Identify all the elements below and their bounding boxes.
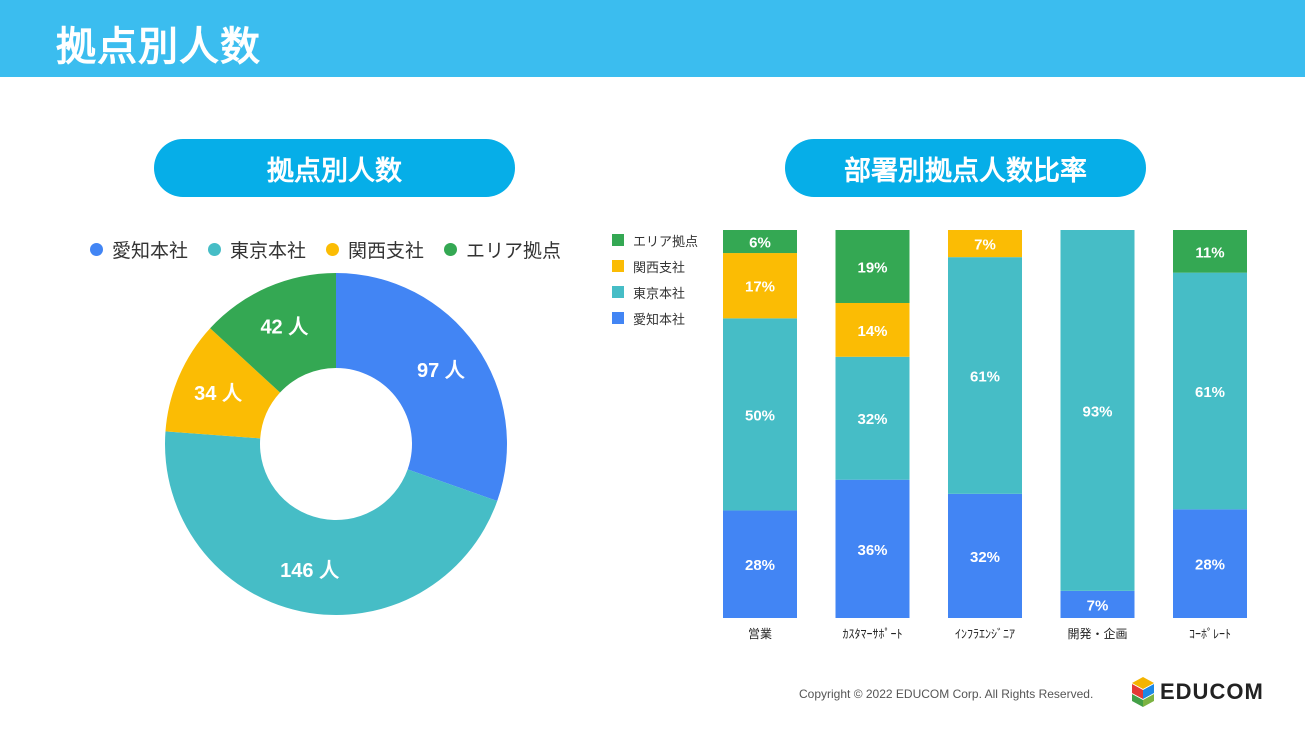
bar-legend-item: 東京本社: [612, 279, 698, 305]
bar-segment: [1173, 509, 1247, 618]
bar-segment: [1060, 230, 1135, 591]
donut-legend-item: 東京本社: [208, 236, 306, 263]
donut-legend: 愛知本社 東京本社 関西支社 エリア拠点: [90, 236, 581, 263]
copyright-text: Copyright © 2022 EDUCOM Corp. All Rights…: [799, 687, 1094, 701]
right-panel-title: 部署別拠点人数比率: [785, 139, 1146, 197]
bar-legend: エリア拠点関西支社東京本社愛知本社: [612, 227, 698, 331]
header-bar: 拠点別人数: [0, 0, 1305, 77]
legend-dot: [208, 243, 222, 256]
donut-chart: 97 人 146 人 34 人 42 人: [165, 273, 507, 615]
donut-legend-item: 愛知本社: [90, 236, 188, 263]
bar-data-label: 93%: [1082, 403, 1112, 420]
legend-dot: [326, 243, 340, 256]
bar-data-label: 7%: [1087, 597, 1109, 614]
bar-segment: [835, 479, 910, 618]
x-tick-label: ｺｰﾎﾟﾚｰﾄ: [1189, 627, 1231, 641]
legend-dot: [90, 243, 103, 256]
bar-segment: [1173, 272, 1247, 510]
bar-segment: [723, 510, 797, 618]
legend-swatch: [612, 260, 624, 272]
bar-segment: [948, 257, 1022, 494]
donut-legend-item: エリア拠点: [444, 236, 561, 263]
x-tick-label: 営業: [748, 627, 772, 641]
bar-segment: [723, 230, 797, 254]
legend-swatch: [612, 234, 624, 246]
legend-label: 東京本社: [633, 286, 686, 302]
donut-slice: [336, 273, 507, 501]
bar-segment: [835, 302, 910, 357]
legend-swatch: [612, 312, 624, 324]
x-tick-label: ｲﾝﾌﾗｴﾝｼﾞﾆｱ: [955, 627, 1015, 641]
donut-slice: [165, 431, 498, 615]
legend-swatch: [612, 286, 624, 298]
bar-segment: [835, 356, 910, 480]
x-tick-label: 開発・企画: [1067, 626, 1127, 641]
bar-data-label: 32%: [970, 549, 1000, 566]
educom-logo-icon: [1132, 677, 1154, 707]
bar-data-label: 17%: [745, 279, 775, 296]
bar-data-label: 28%: [1195, 557, 1225, 574]
legend-label: エリア拠点: [466, 240, 562, 262]
donut-data-label: 34 人: [194, 382, 243, 405]
bar-segment: [723, 318, 797, 511]
legend-dot: [444, 243, 458, 256]
legend-label: 東京本社: [230, 240, 307, 262]
donut-data-label: 146 人: [280, 559, 340, 582]
bar-data-label: 61%: [1195, 384, 1225, 401]
bar-data-label: 50%: [745, 407, 775, 424]
legend-label: 愛知本社: [633, 312, 686, 328]
bar-legend-item: エリア拠点: [612, 227, 698, 253]
donut-legend-item: 関西支社: [326, 236, 424, 263]
bar-segment: [948, 230, 1022, 258]
bar-segment: [1060, 590, 1135, 618]
legend-label: 関西支社: [633, 260, 686, 276]
bar-legend-item: 関西支社: [612, 253, 698, 279]
logo-text: EDUCOM: [1160, 679, 1264, 704]
legend-label: エリア拠点: [633, 234, 699, 250]
bar-data-label: 28%: [745, 557, 775, 574]
bar-data-label: 36%: [857, 542, 887, 559]
bar-data-label: 19%: [857, 259, 887, 276]
donut-data-label: 42 人: [260, 315, 309, 338]
bar-segment: [948, 493, 1022, 618]
donut-data-label: 97 人: [417, 359, 466, 382]
donut-slice: [210, 273, 336, 393]
legend-label: 愛知本社: [112, 240, 189, 262]
bar-data-label: 6%: [749, 235, 771, 252]
bar-data-label: 7%: [974, 237, 996, 254]
legend-label: 関西支社: [348, 240, 425, 262]
left-panel-title: 拠点別人数: [154, 139, 515, 197]
bar-segment: [723, 253, 797, 319]
bar-data-label: 14%: [857, 323, 887, 340]
x-tick-label: ｶｽﾀﾏｰｻﾎﾟｰﾄ: [842, 627, 902, 641]
page-title: 拠点別人数: [56, 24, 261, 70]
educom-logo: EDUCOM: [1132, 677, 1264, 707]
bar-data-label: 61%: [970, 369, 1000, 386]
bar-legend-item: 愛知本社: [612, 305, 698, 331]
bar-data-label: 11%: [1195, 244, 1224, 261]
donut-slice: [165, 328, 281, 439]
bar-data-label: 32%: [857, 411, 887, 428]
bar-segment: [835, 230, 910, 303]
bar-segment: [1173, 230, 1247, 273]
stacked-bar-chart: 28% 50% 17% 6% 営業 36% 32% 14% 19% ｶｽﾀﾏｰｻﾎﾟｰﾄ 32% 61…: [723, 230, 1247, 641]
